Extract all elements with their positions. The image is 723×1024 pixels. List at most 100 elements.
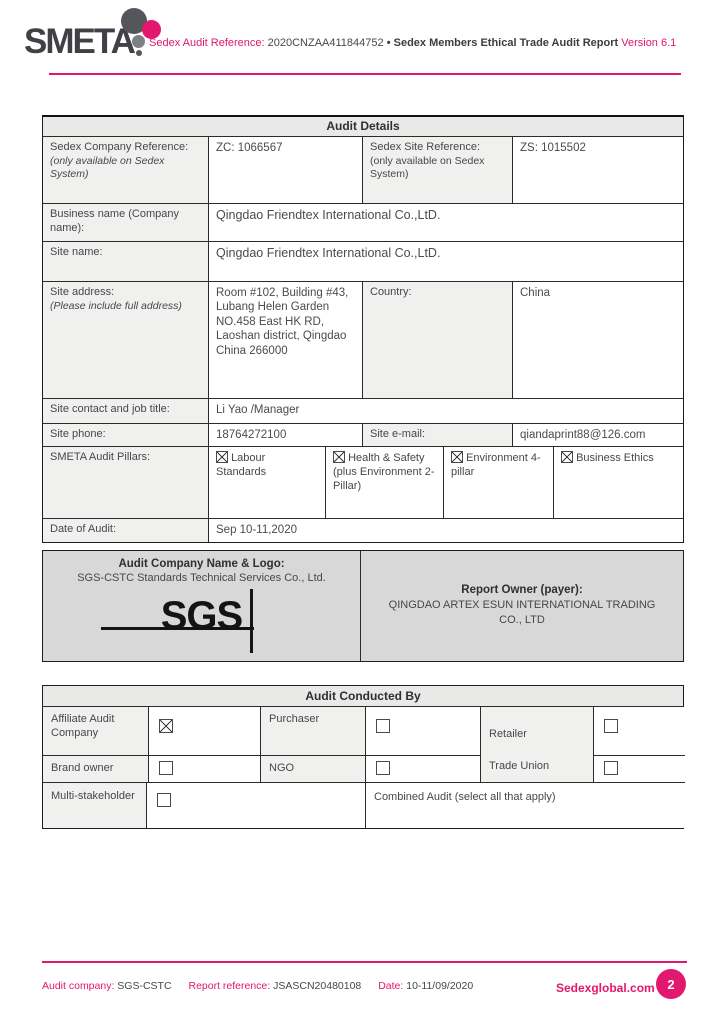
separator-bullet: • [386, 37, 391, 49]
pillar-business-ethics: Business Ethics [554, 447, 683, 518]
ngo-checkbox-cell [366, 756, 481, 783]
checkbox-environment-4pillar[interactable] [451, 451, 463, 464]
multi-stakeholder-checkbox-cell [147, 783, 366, 828]
purchaser-checkbox-cell [366, 707, 481, 756]
brand-owner-label: Brand owner [43, 756, 149, 783]
label-text: Site address: [50, 286, 115, 298]
sedex-company-reference-value: ZC: 1066567 [209, 137, 363, 203]
pillar-option-label: Health & Safety (plus Environment 2-Pill… [333, 452, 435, 492]
footer-date-label: Date: [378, 980, 404, 992]
row-business-name: Business name (Company name): Qingdao Fr… [43, 204, 683, 242]
pillars-label: SMETA Audit Pillars: [43, 447, 209, 519]
audit-company-section: Audit Company Name & Logo: SGS-CSTC Stan… [42, 550, 684, 662]
business-name-label: Business name (Company name): [43, 204, 209, 241]
audit-company-cell: Audit Company Name & Logo: SGS-CSTC Stan… [43, 551, 361, 661]
smeta-logo: SMETA [24, 8, 194, 66]
combined-audit-cell: Combined Audit (select all that apply) [366, 783, 685, 828]
header-reference-line: Sedex Audit Reference: 2020CNZAA41184475… [149, 37, 676, 49]
pillar-health-safety: Health & Safety (plus Environment 2-Pill… [326, 447, 444, 519]
affiliate-checkbox-cell [149, 707, 261, 756]
checkbox-labour-standards[interactable] [216, 451, 228, 464]
business-name-value: Qingdao Friendtex International Co.,LtD. [216, 208, 441, 222]
trade-union-label: Trade Union [489, 760, 550, 772]
smeta-logo-dot-icon [142, 20, 161, 39]
affiliate-audit-company-label: Affiliate Audit Company [43, 707, 149, 756]
country-value: China [520, 287, 551, 299]
audit-company-title: Audit Company Name & Logo: [118, 558, 285, 570]
report-owner-name: QINGDAO ARTEX ESUN INTERNATIONAL TRADING… [388, 599, 656, 626]
audit-conducted-by-title: Audit Conducted By [43, 686, 683, 707]
smeta-logo-dot-icon [136, 50, 142, 56]
retailer-trade-union-label-cell: Retailer Trade Union [481, 707, 594, 783]
pillar-environment: Environment 4-pillar [444, 447, 554, 519]
smeta-logo-text: SMETA [24, 22, 136, 61]
site-phone-value: 18764272100 [209, 424, 363, 447]
brand-owner-checkbox-cell [149, 756, 261, 783]
site-contact-value: Li Yao /Manager [216, 404, 300, 416]
audit-conducted-by-body: Affiliate Audit Company Purchaser Retail… [43, 707, 685, 828]
row-site-phone-email: Site phone: 18764272100 Site e-mail: qia… [43, 424, 683, 448]
footer-report-reference-value: JSASCN20480108 [273, 980, 362, 992]
footer-audit-company-value: SGS-CSTC [117, 980, 172, 992]
ngo-label: NGO [261, 756, 366, 783]
label-text: Sedex Company Reference: [50, 141, 189, 153]
site-contact-label: Site contact and job title: [43, 399, 209, 423]
retailer-checkbox-cell [594, 707, 685, 756]
footer-divider [42, 961, 687, 963]
site-email-value: qiandaprint88@126.com [520, 429, 646, 441]
row-sedex-references: Sedex Company Reference: (only available… [43, 137, 683, 204]
audit-reference-value: 2020CNZAA411844752 [267, 37, 384, 49]
audit-reference-label: Sedex Audit Reference: [149, 37, 265, 49]
checkbox-multi-stakeholder[interactable] [157, 793, 171, 807]
date-of-audit-label: Date of Audit: [43, 519, 209, 542]
sgs-logo-crossbar [250, 589, 254, 653]
checkbox-trade-union[interactable] [604, 761, 618, 775]
pillar-option-label: Environment 4-pillar [451, 452, 541, 479]
sedexglobal-link[interactable]: Sedexglobal.com [556, 981, 655, 995]
pillar-option-label: Business Ethics [576, 452, 654, 465]
checkbox-business-ethics[interactable] [561, 451, 573, 464]
checkbox-ngo[interactable] [376, 761, 390, 775]
site-name-value: Qingdao Friendtex International Co.,LtD. [216, 246, 441, 260]
site-name-label: Site name: [43, 242, 209, 281]
checkbox-affiliate-audit-company[interactable] [159, 719, 173, 733]
site-address-label: Site address: (Please include full addre… [43, 282, 209, 398]
sedex-site-reference-value: ZS: 1015502 [520, 142, 586, 154]
label-note: (only available on Sedex System) [370, 154, 485, 180]
report-owner-cell: Report Owner (payer): QINGDAO ARTEX ESUN… [361, 551, 683, 661]
header-divider [49, 73, 681, 75]
pillar-option-label: Labour Standards [216, 452, 267, 479]
audit-details-title-row: Audit Details [43, 117, 683, 137]
pillar-labour-standards: Labour Standards [209, 447, 326, 519]
label-text: Sedex Site Reference: [370, 141, 481, 153]
audit-conducted-by-table: Audit Conducted By Affiliate Audit Compa… [42, 685, 685, 829]
smeta-logo-dot-icon [132, 35, 145, 48]
checkbox-brand-owner[interactable] [159, 761, 173, 775]
row-site-address: Site address: (Please include full addre… [43, 282, 683, 399]
row-site-contact: Site contact and job title: Li Yao /Mana… [43, 399, 683, 424]
report-version: Version 6.1 [621, 37, 677, 49]
row-date-of-audit: Date of Audit: Sep 10-11,2020 [43, 519, 683, 542]
footer-reference-line: Audit company: SGS-CSTC Report reference… [42, 980, 487, 992]
sgs-logo-text: SGS [160, 594, 243, 638]
page-number-badge: 2 [656, 969, 686, 999]
sedex-company-reference-label: Sedex Company Reference: (only available… [43, 137, 209, 203]
checkbox-health-safety[interactable] [333, 451, 345, 464]
site-email-label: Site e-mail: [363, 424, 513, 447]
sgs-logo-underline [100, 627, 255, 630]
report-owner-title: Report Owner (payer): [461, 584, 583, 597]
site-phone-label: Site phone: [43, 424, 209, 447]
checkbox-purchaser[interactable] [376, 719, 390, 733]
country-label: Country: [363, 282, 513, 398]
site-address-value: Room #102, Building #43, Lubang Helen Ga… [209, 282, 363, 398]
checkbox-retailer[interactable] [604, 719, 618, 733]
label-note: (Please include full address) [50, 299, 182, 312]
sgs-logo: SGS [100, 589, 255, 653]
audit-details-title: Audit Details [43, 117, 683, 136]
trade-union-checkbox-cell [594, 756, 685, 783]
label-note: (only available on Sedex System) [50, 154, 165, 180]
date-of-audit-value: Sep 10-11,2020 [216, 524, 297, 537]
row-site-name: Site name: Qingdao Friendtex Internation… [43, 242, 683, 282]
row-smeta-pillars: SMETA Audit Pillars: Labour Standards He… [43, 447, 683, 520]
